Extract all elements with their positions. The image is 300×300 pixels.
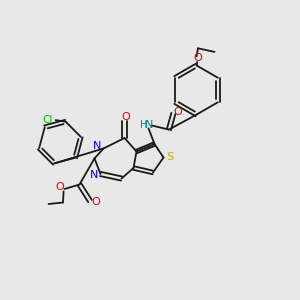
Text: Cl: Cl bbox=[43, 115, 53, 124]
Text: O: O bbox=[91, 196, 100, 207]
Text: N: N bbox=[90, 170, 98, 181]
Text: O: O bbox=[121, 112, 130, 122]
Text: O: O bbox=[193, 53, 202, 63]
Text: O: O bbox=[55, 182, 64, 193]
Text: N: N bbox=[145, 119, 153, 130]
Text: N: N bbox=[93, 141, 101, 151]
Text: H: H bbox=[140, 120, 147, 130]
Text: O: O bbox=[173, 107, 182, 117]
Text: S: S bbox=[167, 152, 174, 162]
